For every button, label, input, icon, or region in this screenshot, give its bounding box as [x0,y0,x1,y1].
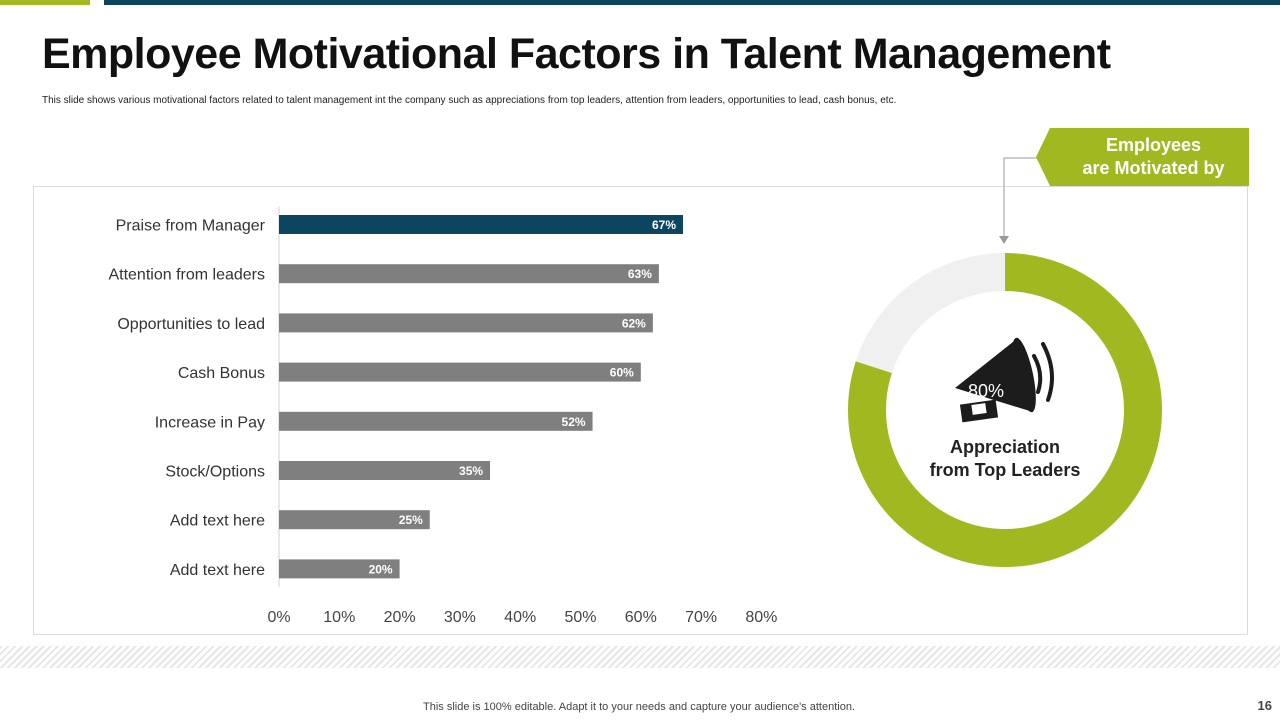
bar-data-label: 35% [459,464,483,478]
bar [279,313,653,333]
bar-data-label: 52% [562,415,586,429]
bar [279,411,593,431]
donut-percent: 80% [967,381,1005,401]
callout-line-1: Employees [1105,135,1202,155]
top-accent-green [0,0,90,5]
donut-label-line-1: Appreciation [949,437,1060,457]
footer-note: This slide is 100% editable. Adapt it to… [423,701,855,713]
x-tick-label: 70% [685,609,717,626]
bar [279,264,659,284]
bar [279,510,430,530]
bar-data-label: 63% [628,267,652,281]
bar-data-label: 25% [399,513,423,527]
motivation-callout: Employees are Motivated by [1036,128,1249,186]
x-tick-label: 0% [267,609,290,626]
donut-label: Appreciation from Top Leaders [905,436,1105,482]
top-accent-navy [104,0,1280,5]
x-tick-label: 60% [625,609,657,626]
slide-title: Employee Motivational Factors in Talent … [42,30,1111,78]
category-label: Add text here [170,562,265,579]
footer-hatch-band [0,646,1280,668]
bar-data-label: 20% [369,562,393,576]
category-label: Stock/Options [165,464,265,481]
bar [279,461,491,480]
bar-chart: Praise from Manager 67% Attention from lea… [108,206,777,626]
category-label: Attention from leaders [108,267,265,284]
callout-text: Employees are Motivated by [1058,134,1249,180]
bar [279,215,684,234]
bar-data-label: 62% [622,316,646,330]
page-number: 16 [1257,698,1272,713]
x-tick-label: 80% [745,609,777,626]
donut-chart [845,250,1165,570]
x-tick-label: 50% [564,609,596,626]
category-label: Add text here [170,513,265,530]
callout-line-2: are Motivated by [1082,158,1225,178]
x-tick-label: 40% [504,609,536,626]
category-label: Increase in Pay [155,414,265,431]
bar-data-label: 60% [610,366,634,380]
category-label: Cash Bonus [178,365,265,382]
donut-slice [848,253,1162,567]
slide-subtitle: This slide shows various motivational fa… [42,95,897,106]
bar [279,559,400,579]
category-label: Praise from Manager [116,218,266,235]
category-label: Opportunities to lead [117,316,265,333]
x-tick-label: 20% [384,609,416,626]
bar [279,362,641,382]
bar-data-label: 67% [652,218,676,232]
donut-label-line-2: from Top Leaders [929,460,1081,480]
x-tick-label: 30% [444,609,476,626]
x-tick-label: 10% [323,609,355,626]
